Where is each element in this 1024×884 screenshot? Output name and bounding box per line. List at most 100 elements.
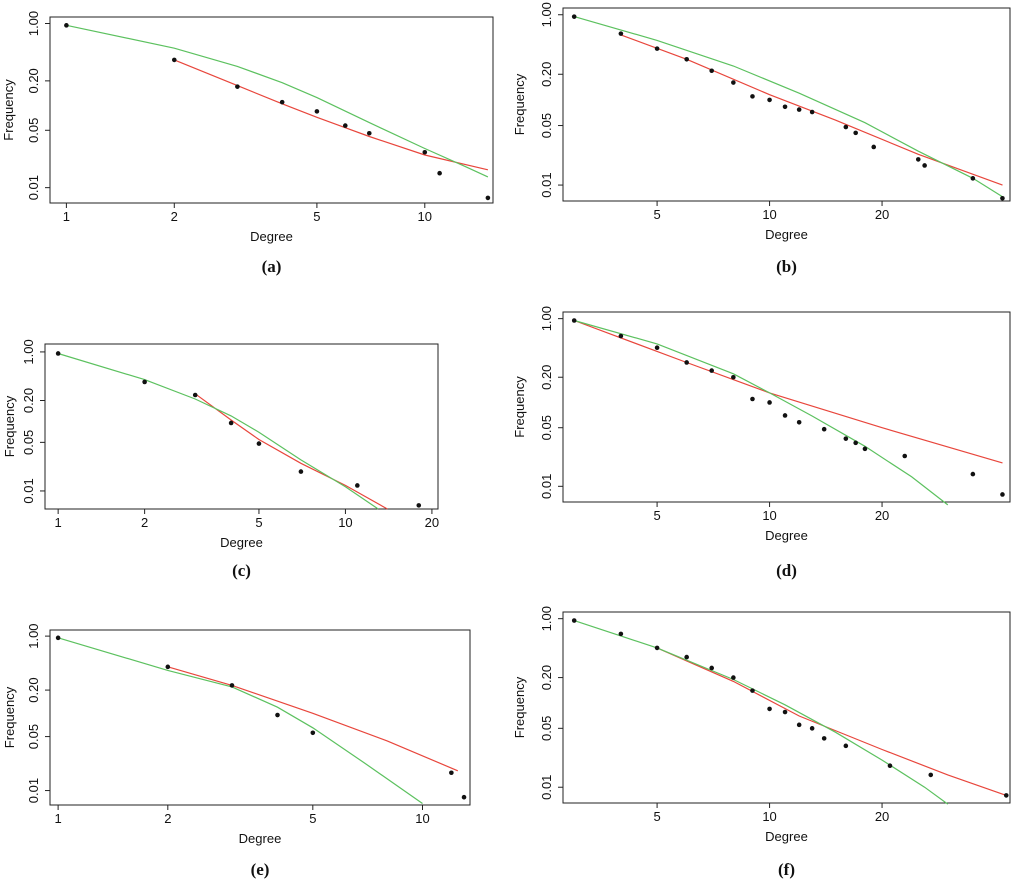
y-tick-label: 0.05 [539,113,554,138]
data-point [821,736,827,741]
red-fit-line [174,59,489,171]
panel-caption: (f) [778,860,795,879]
data-point [887,763,893,769]
green-fit-line [574,16,1003,198]
data-point [782,709,788,715]
data-point [684,360,689,365]
data-point [843,743,849,749]
y-tick-label: 0.20 [539,365,554,390]
data-point [618,31,624,36]
x-tick-label: 2 [171,209,178,224]
y-tick-label: 0.05 [539,716,554,741]
plot-frame [49,629,471,806]
data-point [915,157,921,162]
data-point [767,706,772,712]
green-fit-line [66,24,489,178]
panel-caption: (c) [232,561,251,580]
y-tick-label: 0.20 [539,62,554,87]
x-axis-label: Degree [765,528,808,543]
y-axis-label: Frequency [512,73,527,135]
data-point [229,683,235,688]
y-tick-label: 1.00 [21,339,36,364]
plot-frame [49,16,494,204]
data-point [782,104,788,110]
y-tick-label: 0.05 [26,724,41,749]
green-fit-line [57,637,423,804]
green-fit-line [574,319,949,506]
x-tick-label: 2 [164,811,171,826]
data-point [485,195,491,201]
data-point [731,374,736,380]
data-point [796,420,802,425]
x-tick-label: 5 [255,515,262,530]
data-point [970,176,976,181]
panel-2: 5 10 20 0.01 0.05 0.20 1.00 Degree Frequency (b) [512,2,1011,276]
x-tick-label: 20 [875,508,889,523]
x-tick-label: 1 [55,811,62,826]
data-point [922,163,927,168]
data-point [461,794,467,800]
x-tick-label: 20 [425,515,439,530]
x-tick-label: 5 [653,809,660,824]
x-axis-label: Degree [765,829,808,844]
data-point [55,635,61,641]
y-tick-label: 0.20 [26,677,41,702]
data-point [767,97,772,103]
y-tick-label: 0.01 [539,474,554,499]
x-tick-label: 10 [418,209,432,224]
data-point [709,665,714,671]
panel-6: 5 10 20 0.01 0.05 0.20 1.00 Degree Frequency (f) [512,606,1011,879]
data-point [165,664,171,670]
y-tick-label: 0.01 [26,175,41,200]
data-point [275,712,280,718]
y-axis-label: Frequency [512,676,527,738]
data-point [571,618,577,623]
y-axis-label: Frequency [2,395,17,457]
panel-4: 5 10 20 0.01 0.05 0.20 1.00 Degree Frequency (d) [512,306,1011,580]
y-tick-label: 0.01 [26,778,41,803]
data-point [618,631,624,637]
data-point [821,426,827,432]
data-point [298,469,304,474]
data-point [1000,195,1005,201]
panel-caption: (d) [776,561,797,580]
data-point [571,318,577,323]
data-point [796,722,802,728]
y-tick-label: 0.01 [539,172,554,197]
data-point [809,726,815,731]
panel-caption: (e) [251,860,270,879]
plot-frame [44,343,439,510]
x-tick-label: 10 [762,809,776,824]
x-tick-label: 2 [141,515,148,530]
x-tick-label: 5 [313,209,320,224]
x-tick-label: 10 [762,207,776,222]
panel-caption: (b) [776,257,797,276]
data-point [970,471,976,477]
data-point [64,23,69,28]
data-point [310,730,316,736]
data-point [843,124,849,130]
data-point [1003,793,1009,798]
data-point [750,396,755,402]
data-point [902,453,908,459]
x-tick-label: 10 [762,508,776,523]
y-axis-label: Frequency [2,686,17,748]
data-point [853,440,858,446]
x-tick-label: 20 [875,207,889,222]
x-axis-label: Degree [765,227,808,242]
x-tick-label: 10 [338,515,352,530]
panel-3: 1 2 5 10 20 0.01 0.05 0.20 1.00 Degree Frequency (c… [2,339,439,580]
data-point [750,688,755,693]
data-point [571,14,577,19]
data-point [731,80,736,85]
data-point [228,420,234,426]
x-tick-label: 10 [415,811,429,826]
y-axis-label: Frequency [1,79,16,141]
panel-5: 1 2 5 10 0.01 0.05 0.20 1.00 Degree Frequency (e) [2,623,471,879]
y-tick-label: 0.05 [539,415,554,440]
x-axis-label: Degree [239,831,282,846]
data-point [342,123,348,128]
y-tick-label: 0.20 [539,665,554,690]
data-point [843,436,849,441]
data-point [709,68,714,74]
